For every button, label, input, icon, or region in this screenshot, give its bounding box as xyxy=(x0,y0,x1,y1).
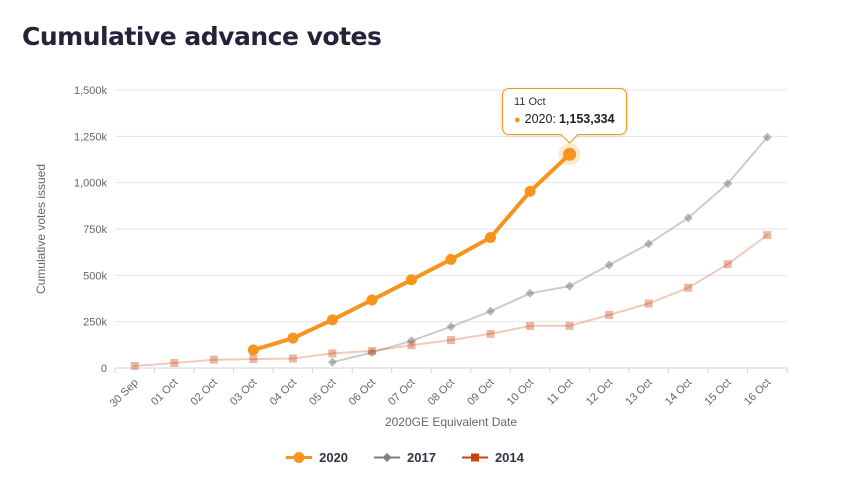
data-point-2020[interactable] xyxy=(485,232,497,244)
data-point-2017[interactable] xyxy=(683,213,693,223)
y-tick-label: 250k xyxy=(83,317,107,329)
data-point-2020[interactable] xyxy=(287,332,299,344)
data-point-2017[interactable] xyxy=(565,281,575,291)
data-point-2014[interactable] xyxy=(526,321,535,330)
data-point-2014[interactable] xyxy=(130,361,139,370)
y-tick-label: 1,250k xyxy=(74,131,108,143)
data-point-2020[interactable] xyxy=(445,253,457,265)
x-tick-label: 30 Sep xyxy=(108,377,141,410)
data-point-2020[interactable] xyxy=(366,294,378,306)
legend: 2020 2017 2014 xyxy=(0,450,850,465)
data-point-2017[interactable] xyxy=(327,357,337,367)
data-point-2014[interactable] xyxy=(470,453,479,462)
series-line-2017 xyxy=(331,136,769,364)
x-tick-label: 01 Oct xyxy=(149,377,180,408)
x-tick-label: 11 Oct xyxy=(545,377,576,408)
data-point-2014[interactable] xyxy=(605,310,614,319)
data-point-2020[interactable] xyxy=(247,344,259,356)
hovered-data-point[interactable] xyxy=(563,147,577,161)
x-tick-label: 04 Oct xyxy=(268,377,299,408)
data-point-2017[interactable] xyxy=(382,453,392,462)
data-point-2017[interactable] xyxy=(762,132,772,142)
series-2017[interactable] xyxy=(327,132,772,367)
data-point-2014[interactable] xyxy=(486,329,495,338)
data-point-2014[interactable] xyxy=(763,231,772,240)
y-tick-label: 750k xyxy=(83,224,107,236)
legend-square-marker-icon xyxy=(461,453,488,462)
x-tick-label: 07 Oct xyxy=(386,377,417,408)
data-point-2020[interactable] xyxy=(326,314,338,326)
tooltip-value: 1,153,334 xyxy=(558,112,615,126)
x-tick-label: 09 Oct xyxy=(465,377,496,408)
legend-label-2020: 2020 xyxy=(319,450,349,465)
x-tick-label: 13 Oct xyxy=(623,377,654,408)
legend-label-2017: 2017 xyxy=(407,450,436,465)
data-point-2020[interactable] xyxy=(524,185,536,197)
x-axis-title: 2020GE Equivalent Date xyxy=(385,415,517,429)
x-tick-label: 06 Oct xyxy=(347,377,378,408)
chart-title: Cumulative advance votes xyxy=(22,22,382,51)
tooltip-date: 11 Oct xyxy=(514,96,546,108)
tooltip-series-bullet-icon: ● xyxy=(514,114,521,126)
legend-diamond-marker-icon xyxy=(374,453,401,462)
data-point-2014[interactable] xyxy=(565,321,574,330)
series-2014[interactable] xyxy=(130,231,772,370)
x-tick-label: 05 Oct xyxy=(307,377,338,408)
tooltip-value-row: ● 2020: 1,153,334 xyxy=(514,112,615,126)
legend-label-2014: 2014 xyxy=(494,450,524,465)
data-point-2017[interactable] xyxy=(486,306,496,316)
data-point-2017[interactable] xyxy=(525,288,535,298)
data-point-2014[interactable] xyxy=(328,349,337,358)
legend-item-2017[interactable]: 2017 xyxy=(374,450,436,465)
tooltip: 11 Oct ● 2020: 1,153,334 xyxy=(502,88,627,144)
data-point-2020[interactable] xyxy=(405,274,417,286)
data-point-2020[interactable] xyxy=(293,452,305,463)
data-point-2014[interactable] xyxy=(170,358,179,367)
series-line-2020 xyxy=(251,152,572,352)
data-point-2014[interactable] xyxy=(367,346,376,355)
y-axis-title: Cumulative votes issued xyxy=(34,164,48,294)
legend-item-2014[interactable]: 2014 xyxy=(461,450,524,465)
legend-circle-marker-icon xyxy=(286,452,313,463)
series-2020[interactable] xyxy=(247,148,576,356)
data-point-2014[interactable] xyxy=(209,355,218,364)
x-tick-label: 03 Oct xyxy=(228,377,259,408)
data-point-2014[interactable] xyxy=(447,336,455,345)
y-tick-label: 0 xyxy=(101,363,107,375)
x-tick-label: 10 Oct xyxy=(505,377,536,408)
data-point-2017[interactable] xyxy=(367,348,377,358)
y-tick-label: 1,500k xyxy=(74,85,108,97)
x-tick-label: 14 Oct xyxy=(663,377,694,408)
data-point-2017[interactable] xyxy=(406,336,416,346)
data-point-2014[interactable] xyxy=(407,341,416,350)
x-tick-label: 15 Oct xyxy=(702,377,733,408)
y-tick-label: 1,000k xyxy=(74,178,108,190)
data-point-2017[interactable] xyxy=(644,239,654,249)
data-point-2017[interactable] xyxy=(723,179,733,189)
legend-item-2020[interactable]: 2020 xyxy=(286,450,348,465)
data-point-2014[interactable] xyxy=(684,283,693,292)
data-point-2014[interactable] xyxy=(723,260,732,269)
x-tick-label: 16 Oct xyxy=(742,377,773,408)
x-tick-label: 02 Oct xyxy=(189,377,220,408)
y-tick-label: 500k xyxy=(83,270,107,282)
tooltip-series-label: 2020: xyxy=(524,112,556,126)
data-point-2014[interactable] xyxy=(644,299,653,308)
data-point-2014[interactable] xyxy=(288,354,297,363)
x-tick-label: 12 Oct xyxy=(584,377,615,408)
data-point-2017[interactable] xyxy=(446,322,456,332)
data-point-2014[interactable] xyxy=(249,355,258,364)
data-point-2017[interactable] xyxy=(604,260,614,270)
series-line-2014 xyxy=(133,234,769,367)
x-tick-label: 08 Oct xyxy=(426,377,457,408)
